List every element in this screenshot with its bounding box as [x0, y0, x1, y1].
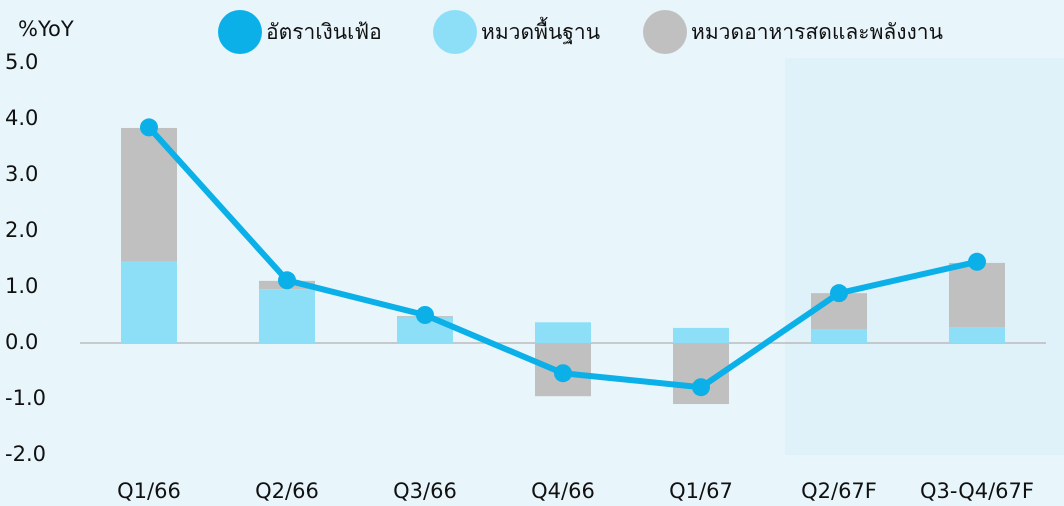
line-point: [140, 118, 158, 137]
bar: [535, 322, 591, 343]
bar: [259, 289, 315, 343]
line-point: [278, 271, 296, 290]
bar: [121, 261, 177, 343]
line-point: [554, 364, 572, 383]
bar: [949, 327, 1005, 343]
x-tick-label: Q3/66: [393, 479, 457, 503]
y-tick-label: 1.0: [5, 274, 38, 298]
x-tick-label: Q4/66: [531, 479, 595, 503]
x-tick-label: Q1/67: [669, 479, 733, 503]
x-tick-label: Q3-Q4/67F: [920, 479, 1034, 503]
y-axis-label: %YoY: [18, 17, 74, 41]
y-tick-label: 3.0: [5, 162, 38, 186]
y-tick-label: -2.0: [5, 442, 46, 466]
x-tick-label: Q2/67F: [801, 479, 877, 503]
legend-label: หมวดอาหารสดและพลังงาน: [691, 20, 943, 44]
bar: [673, 327, 729, 343]
y-tick-label: -1.0: [5, 386, 46, 410]
legend-label: หมวดพื้นฐาน: [481, 17, 600, 44]
line-point: [416, 306, 434, 324]
legend-label: อัตราเงินเฟ้อ: [266, 20, 382, 44]
legend-swatch: [643, 10, 687, 54]
forecast-shade: [785, 58, 1064, 455]
bar: [949, 262, 1005, 328]
bar: [811, 329, 867, 343]
x-tick-label: Q1/66: [117, 479, 181, 503]
line-point: [968, 252, 986, 271]
y-tick-label: 0.0: [5, 330, 38, 354]
x-tick-label: Q2/66: [255, 479, 319, 503]
y-tick-label: 4.0: [5, 106, 38, 130]
legend-swatch: [433, 10, 477, 54]
legend-swatch: [218, 10, 262, 54]
y-tick-label: 5.0: [5, 50, 38, 74]
line-point: [830, 284, 848, 303]
y-tick-label: 2.0: [5, 218, 38, 242]
line-point: [692, 378, 710, 397]
